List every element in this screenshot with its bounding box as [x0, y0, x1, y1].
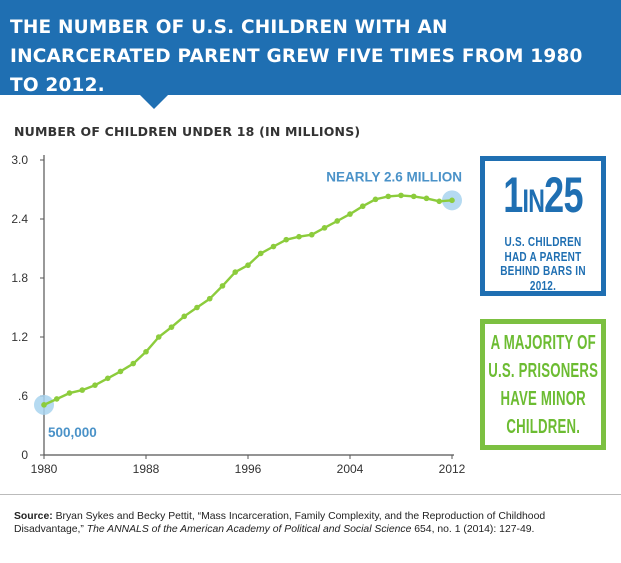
data-point [398, 192, 404, 199]
data-point [308, 231, 315, 238]
y-tick-label: 1.8 [11, 271, 28, 285]
stat-connector: IN [522, 183, 545, 219]
stat-number: 1 [503, 167, 523, 223]
majority-line-1: A MAJORITY OF [490, 331, 596, 354]
data-point [436, 198, 443, 205]
data-point [79, 387, 86, 393]
data-point [270, 243, 277, 250]
annotation-start-label: 500,000 [48, 425, 97, 440]
stat-description: U.S. CHILDREN HAD A PARENT BEHIND BARS I… [500, 235, 586, 293]
data-point [194, 304, 200, 311]
data-point [130, 360, 137, 367]
x-tick-label: 1980 [31, 462, 58, 476]
footer-divider [0, 494, 621, 495]
data-point [359, 203, 366, 210]
banner-background [0, 0, 621, 109]
y-tick-label: 2.4 [11, 212, 28, 226]
x-tick-label: 2004 [337, 462, 364, 476]
data-point [257, 250, 264, 257]
source-label: Source: [14, 511, 53, 522]
data-point [181, 313, 188, 320]
data-point [104, 375, 111, 382]
data-point [232, 269, 239, 275]
majority-box: A MAJORITY OF U.S. PRISONERS HAVE MINOR … [480, 319, 606, 450]
banner-shape [0, 0, 621, 109]
chart-highlights [34, 190, 462, 415]
data-point [423, 195, 430, 202]
data-point [334, 218, 341, 224]
chart-series [41, 192, 455, 408]
data-point [347, 211, 353, 217]
data-point [53, 396, 60, 402]
data-point [385, 193, 392, 200]
source-text: Bryan Sykes and Becky Pettit, “Mass Inca… [14, 511, 546, 535]
majority-line-2: U.S. PRISONERS [488, 359, 598, 382]
stat-box: 1IN25 U.S. CHILDREN HAD A PARENT BEHIND … [480, 156, 606, 296]
header-banner: THE NUMBER OF U.S. CHILDREN WITH AN INCA… [0, 0, 621, 118]
data-point [206, 295, 213, 302]
y-tick-label: .6 [18, 389, 28, 403]
data-point [143, 348, 149, 355]
data-point [283, 236, 290, 243]
data-point [372, 196, 379, 203]
chart-title: NUMBER OF CHILDREN UNDER 18 (IN MILLIONS… [14, 124, 361, 139]
majority-line-4: CHILDREN. [506, 415, 580, 438]
data-point [66, 390, 73, 396]
data-point [296, 233, 302, 240]
banner-title: THE NUMBER OF U.S. CHILDREN WITH AN INCA… [10, 17, 583, 96]
y-tick-label: 3.0 [11, 153, 28, 167]
data-point [117, 368, 124, 375]
chart-labels: 500,000 NEARLY 2.6 MILLION [48, 169, 462, 440]
data-point [321, 225, 328, 231]
majority-line-3: HAVE MINOR [500, 387, 586, 410]
data-point [155, 334, 162, 340]
data-point [92, 382, 98, 388]
data-point [168, 324, 175, 330]
source-journal: The ANNALS of the American Academy of Po… [86, 523, 412, 535]
data-point [449, 197, 455, 204]
annotation-end-label: NEARLY 2.6 MILLION [326, 169, 462, 184]
data-point [245, 262, 251, 269]
source-citation: Source: Bryan Sykes and Becky Pettit, “M… [14, 511, 609, 536]
line-chart: 0 .6 1.2 1.8 2.4 3.0 1980 1988 1996 2004 2012 500,… [11, 153, 465, 476]
x-tick-label: 2012 [439, 462, 466, 476]
data-point [41, 402, 47, 408]
majority-text: A MAJORITY OF U.S. PRISONERS HAVE MINOR … [460, 329, 621, 441]
x-tick-label: 1996 [235, 462, 262, 476]
source-tail: 654, no. 1 (2014): 127-49. [411, 523, 535, 535]
stat-number-2: 25 [544, 167, 583, 223]
data-point [219, 283, 226, 289]
x-tick-label: 1988 [133, 462, 160, 476]
data-point [410, 193, 417, 200]
series-line [43, 194, 453, 406]
y-tick-label: 0 [21, 448, 28, 462]
y-tick-label: 1.2 [11, 330, 28, 344]
stat-ratio: 1IN25 [501, 169, 585, 227]
chart-axes: 0 .6 1.2 1.8 2.4 3.0 1980 1988 1996 2004 2012 [11, 153, 465, 476]
